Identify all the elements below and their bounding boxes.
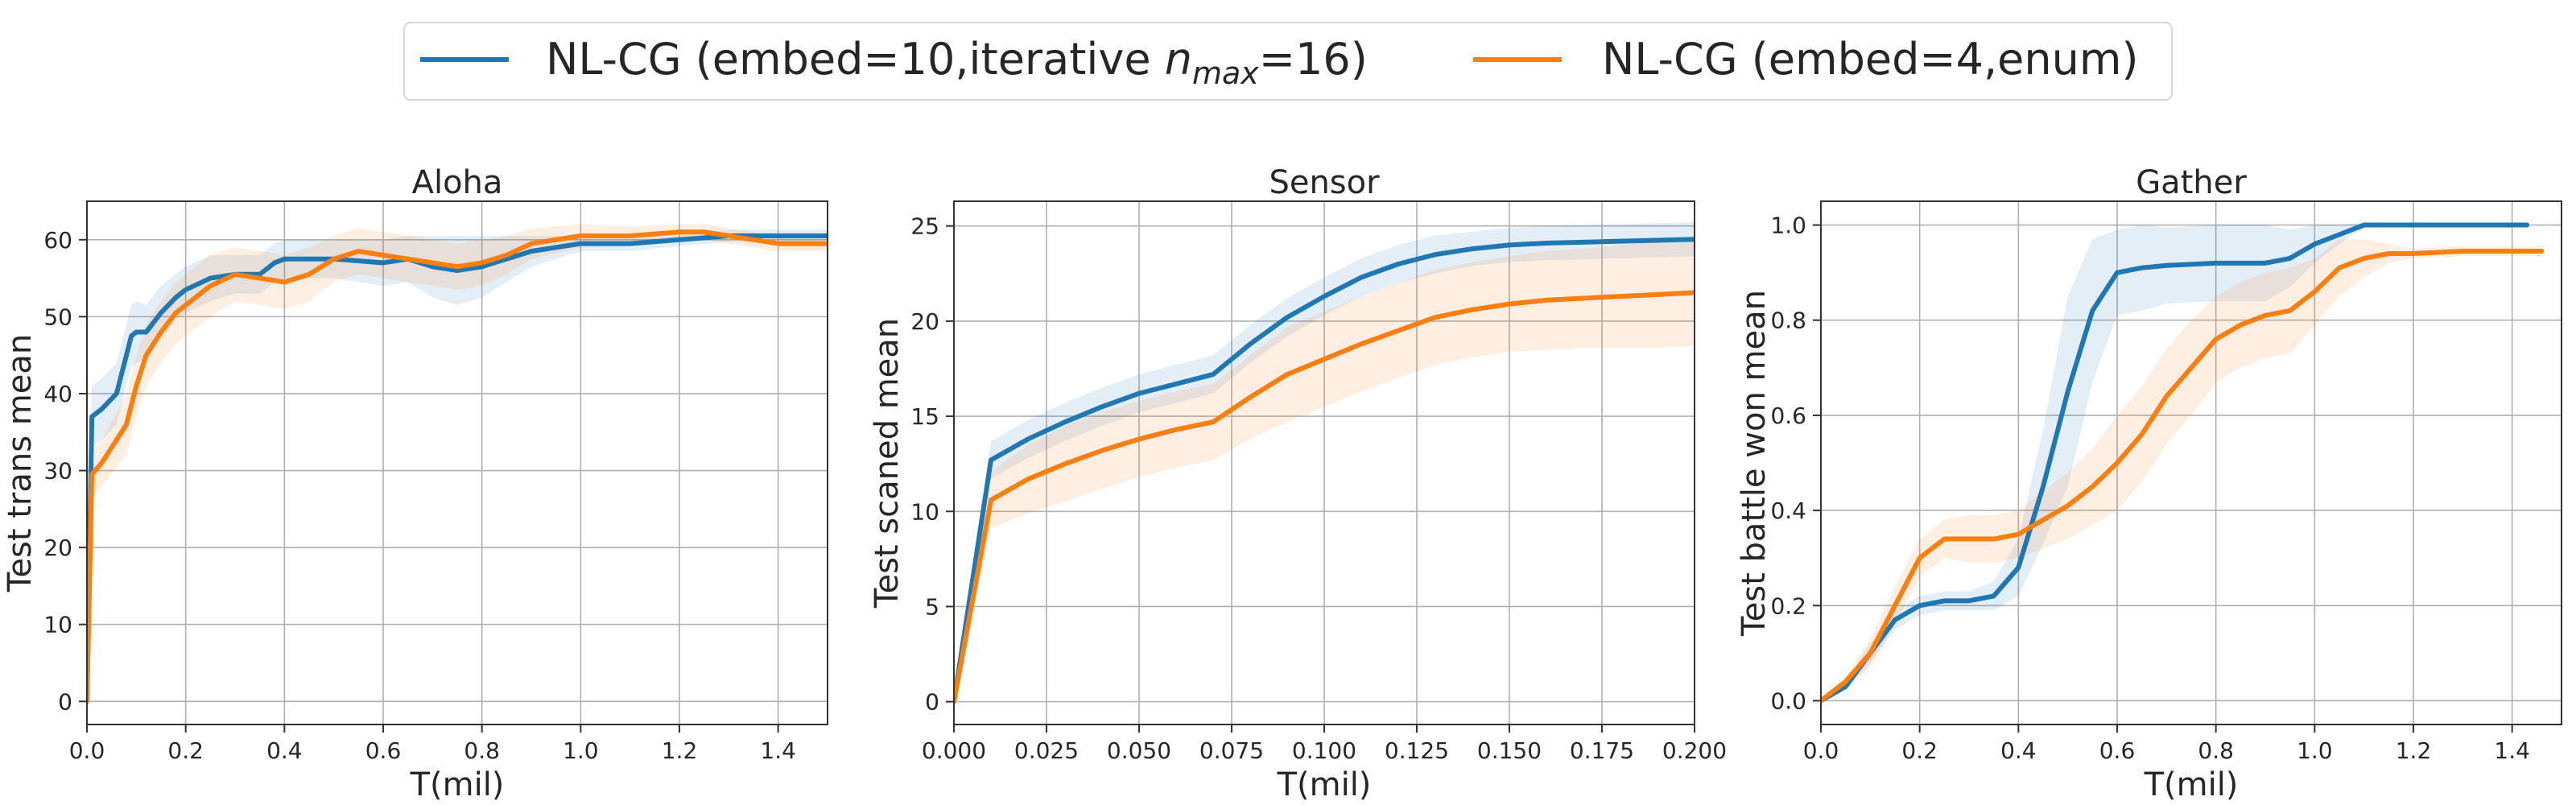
chart-panel-1: 0.0 0.2 0.4 0.6 0.8 1.0 1.2 1.4 0 10 20 30 40 50 60 Alo… xyxy=(2,164,828,803)
chart-title: Aloha xyxy=(412,164,503,201)
y-tick-label: 0.0 xyxy=(1770,687,1806,714)
series-1-line xyxy=(954,237,1695,704)
x-tick-label: 0.2 xyxy=(1901,737,1938,764)
series-2-band xyxy=(954,239,1695,702)
x-tick-label: 1.0 xyxy=(563,737,599,764)
series-2-line xyxy=(1821,249,2545,704)
legend-frame xyxy=(403,22,2173,101)
y-tick-label: 10 xyxy=(43,612,72,638)
y-tick-label: 0.6 xyxy=(1770,402,1806,429)
y-tick-label: 10 xyxy=(910,498,939,525)
x-tick-label: 0.075 xyxy=(1199,737,1264,764)
series-2-line xyxy=(954,290,1695,704)
x-tick-label: 1.2 xyxy=(2396,737,2432,764)
y-tick-label: 0.8 xyxy=(1770,308,1806,334)
y-tick-label: 25 xyxy=(910,213,939,240)
series-2-line xyxy=(87,229,828,704)
x-tick-label: 0.6 xyxy=(365,737,402,764)
series-1-line xyxy=(1821,222,2530,704)
legend-label-1: NL-CG (embed=10,iterative nmax=16) xyxy=(546,34,1368,91)
chart-title: Gather xyxy=(2136,164,2247,201)
y-axis-label: Test battle won mean xyxy=(1736,290,1773,637)
x-tick-label: 0.025 xyxy=(1014,737,1079,764)
x-tick-label: 0.4 xyxy=(266,737,303,764)
y-axis-label: Test trans mean xyxy=(2,334,39,592)
y-tick-label: 0.4 xyxy=(1770,497,1806,524)
x-tick-label: 0.000 xyxy=(922,737,986,764)
x-axis-label: T(mil) xyxy=(410,766,505,803)
axes-container: 0.0 0.2 0.4 0.6 0.8 1.0 1.2 1.40102030405060Alo… xyxy=(2,164,2562,803)
series-1-line xyxy=(87,233,828,704)
y-tick-label: 60 xyxy=(43,227,72,254)
y-tick-label: 0 xyxy=(58,688,72,715)
axes-frame xyxy=(1820,200,2562,725)
x-tick-label: 1.2 xyxy=(662,737,698,764)
x-axis-label: T(mil) xyxy=(2144,766,2239,803)
x-axis-label: T(mil) xyxy=(1277,766,1372,803)
x-tick-label: 0.0 xyxy=(69,737,105,764)
x-tick-label: 0.6 xyxy=(2099,737,2136,764)
x-tick-label: 0.050 xyxy=(1107,737,1171,764)
y-tick-label: 1.0 xyxy=(1770,213,1806,239)
y-tick-label: 20 xyxy=(910,308,939,335)
y-tick-label: 40 xyxy=(43,381,72,407)
x-tick-label: 0.175 xyxy=(1570,737,1634,764)
series-1-band xyxy=(1821,222,2528,701)
plot-area xyxy=(1821,222,2545,704)
chart-panel-3: 0.0 0.2 0.4 0.6 0.8 1.0 1.2 1.4 0.0 0.2 0.4 0.6 0.8 1… xyxy=(1736,164,2562,803)
y-tick-label: 15 xyxy=(910,403,939,430)
x-tick-label: 0.0 xyxy=(1803,737,1839,764)
axes-frame xyxy=(86,200,828,725)
x-tick-label: 0.8 xyxy=(464,737,500,764)
x-tick-label: 0.4 xyxy=(2000,737,2037,764)
x-tick-label: 0.200 xyxy=(1662,737,1727,764)
y-tick-label: 0 xyxy=(925,689,939,716)
chart-panel-2: 0.000 0.025 0.050 0.075 0.100 0.125 0.150 0.175… xyxy=(869,164,1727,803)
y-tick-label: 0.2 xyxy=(1770,592,1806,619)
plot-area xyxy=(87,224,828,704)
x-tick-label: 0.100 xyxy=(1292,737,1356,764)
x-tick-label: 0.125 xyxy=(1385,737,1449,764)
x-tick-label: 1.0 xyxy=(2297,737,2333,764)
y-tick-label: 20 xyxy=(43,535,72,561)
chart-title: Sensor xyxy=(1269,164,1380,201)
x-tick-label: 0.2 xyxy=(167,737,204,764)
y-tick-label: 5 xyxy=(925,593,939,620)
x-tick-label: 0.150 xyxy=(1477,737,1542,764)
x-tick-label: 1.4 xyxy=(2494,737,2530,764)
x-tick-label: 0.8 xyxy=(2198,737,2234,764)
x-tick-label: 1.4 xyxy=(760,737,796,764)
plot-area xyxy=(954,222,1695,704)
y-tick-label: 30 xyxy=(43,458,72,485)
legend: NL-CG (embed=10,iterative nmax=16) NL-CG… xyxy=(403,22,2173,101)
series-2-band xyxy=(1821,239,2542,701)
legend-label-2: NL-CG (embed=4,enum) xyxy=(1602,34,2139,85)
y-axis-label: Test scaned mean xyxy=(869,318,906,609)
y-tick-label: 50 xyxy=(43,303,72,330)
